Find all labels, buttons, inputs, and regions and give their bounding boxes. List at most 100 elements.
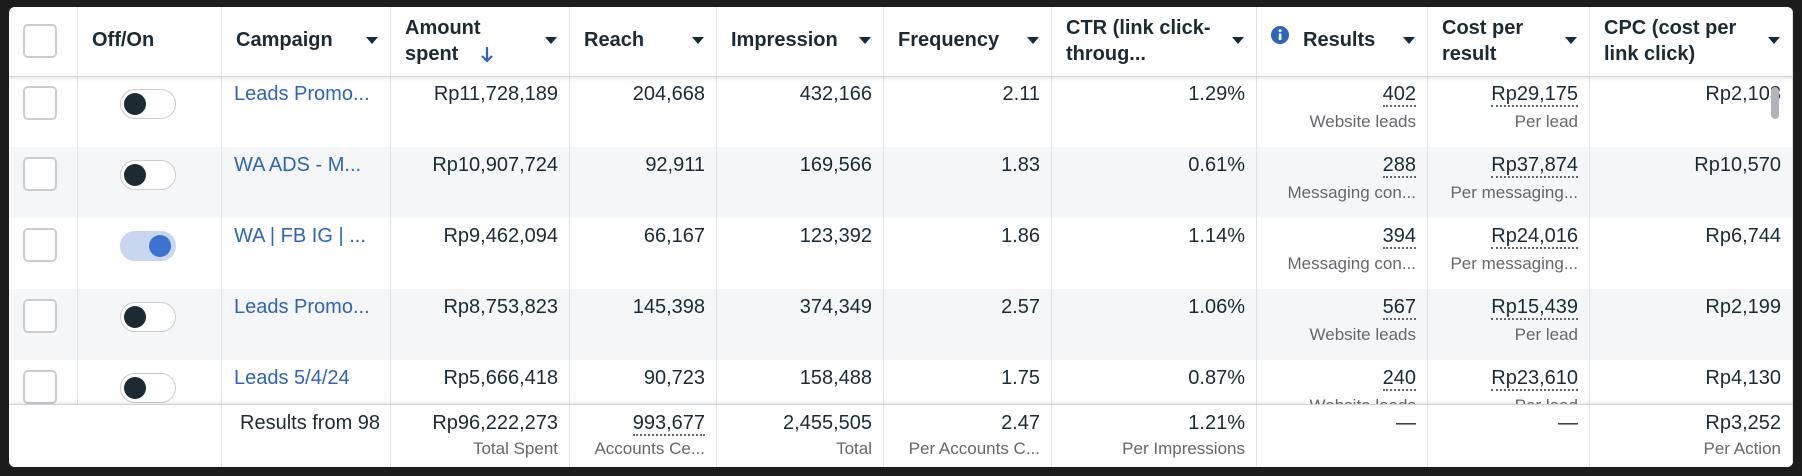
footer-cell: 993,677 Accounts Ce... [570, 405, 717, 467]
info-icon [1271, 26, 1289, 44]
dropdown-caret[interactable] [692, 37, 704, 44]
checkbox-cell [9, 360, 78, 404]
metric-cell: Rp29,175 Per lead [1428, 76, 1590, 147]
metric-cell: 2.11 [884, 76, 1052, 147]
sort-arrow-icon [481, 47, 493, 63]
column-header[interactable]: Reach [570, 7, 717, 76]
metric-value: 145,398 [632, 296, 705, 318]
dropdown-caret[interactable] [1565, 37, 1577, 44]
column-header[interactable]: Campaign [222, 7, 391, 76]
on-off-toggle[interactable] [120, 160, 176, 190]
metric-value: 402 [1382, 83, 1416, 107]
campaign-name: WA ADS - M... [234, 154, 362, 176]
dropdown-caret[interactable] [545, 37, 557, 44]
metric-cell: 2.57 [884, 289, 1052, 360]
table-row: Leads Promo... Rp8,753,823 145,398 374,349 2… [9, 289, 1793, 360]
metric-cell: Rp2,103 [1590, 76, 1793, 147]
row-checkbox[interactable] [23, 299, 57, 333]
metric-value: Rp37,874 [1491, 154, 1578, 178]
metric-cell: 402 Website leads [1257, 76, 1428, 147]
footer-sub: Per Action [1598, 439, 1782, 459]
metric-value: 204,668 [632, 83, 705, 105]
metric-value: 90,723 [643, 367, 705, 389]
metric-value: Rp9,462,094 [443, 225, 558, 247]
checkbox-cell [9, 289, 78, 360]
table-row: WA | FB IG | ... Rp9,462,094 66,167 123,392… [9, 218, 1793, 289]
metric-cell: 1.75 [884, 360, 1052, 404]
metric-value: Rp2,199 [1705, 296, 1781, 318]
dropdown-caret[interactable] [1768, 37, 1780, 44]
column-header[interactable]: Amount spent [391, 7, 570, 76]
header-label: Results [1303, 29, 1376, 51]
campaign-cell[interactable]: Leads Promo... [222, 76, 391, 147]
metric-value: 92,911 [645, 154, 705, 176]
footer-sub: Per Accounts C... [892, 439, 1040, 459]
metric-cell: 66,167 [570, 218, 717, 289]
metric-cell: Rp37,874 Per messaging... [1428, 147, 1590, 218]
on-off-toggle[interactable] [120, 373, 176, 403]
dropdown-caret[interactable] [366, 37, 378, 44]
metric-value: 169,566 [799, 154, 872, 176]
metric-value: Rp8,753,823 [443, 296, 558, 318]
metric-value: Rp11,728,189 [433, 83, 558, 105]
row-checkbox[interactable] [23, 228, 57, 262]
metric-value: Rp29,175 [1491, 83, 1578, 107]
column-header[interactable]: Cost per result [1428, 7, 1590, 76]
metric-sub-label: Per lead [1514, 325, 1578, 344]
metric-cell: 0.61% [1052, 147, 1257, 218]
metric-sub: Website leads [1265, 396, 1416, 404]
footer-sub: Total Spent [399, 439, 558, 459]
toggle-cell [78, 147, 222, 218]
column-header[interactable]: Impression [717, 7, 884, 76]
footer-cell: 1.21% Per Impressions [1052, 405, 1257, 467]
toggle-knob [149, 235, 171, 257]
footer-sub: Per Impressions [1060, 439, 1245, 459]
footer-cell: 2,455,505 Total [717, 405, 884, 467]
dropdown-caret[interactable] [1403, 37, 1415, 44]
metric-cell: Rp9,462,094 [391, 218, 570, 289]
metric-value: 1.14% [1188, 225, 1245, 247]
metric-cell: 1.83 [884, 147, 1052, 218]
dropdown-caret[interactable] [859, 37, 871, 44]
footer-sub: Total [725, 439, 872, 459]
campaign-cell[interactable]: WA | FB IG | ... [222, 218, 391, 289]
metric-cell: Rp11,728,189 [391, 76, 570, 147]
dropdown-caret[interactable] [1232, 37, 1244, 44]
ads-table: Off/On Campaign Amount spent Reach Impressio… [9, 7, 1793, 467]
footer-cell: — [1257, 405, 1428, 467]
campaign-cell[interactable]: Leads 5/4/24 [222, 360, 391, 404]
footer-value: — [1558, 412, 1578, 434]
column-header[interactable]: CPC (cost per link click) [1590, 7, 1793, 76]
metric-sub: Per lead [1436, 396, 1578, 404]
column-header[interactable]: Frequency [884, 7, 1052, 76]
dropdown-caret[interactable] [1027, 37, 1039, 44]
column-header[interactable]: Off/On [78, 7, 222, 76]
column-header[interactable]: CTR (link click-throug... [1052, 7, 1257, 76]
row-checkbox[interactable] [23, 370, 57, 404]
footer-value: — [1396, 412, 1416, 434]
on-off-toggle[interactable] [120, 302, 176, 332]
scrollbar[interactable] [1771, 87, 1779, 119]
on-off-toggle[interactable] [120, 231, 176, 261]
metric-value: Rp15,439 [1491, 296, 1578, 320]
header-label: Impression [731, 29, 838, 51]
column-header[interactable]: Results [1257, 7, 1428, 76]
metric-cell: 432,166 [717, 76, 884, 147]
footer-sub-label: Total [836, 439, 872, 458]
select-all-checkbox[interactable] [23, 24, 57, 58]
metric-sub-label: Website leads [1309, 325, 1416, 344]
header-label: Reach [584, 29, 645, 51]
row-checkbox[interactable] [23, 86, 57, 120]
row-checkbox[interactable] [23, 157, 57, 191]
metric-sub-label: Website leads [1309, 112, 1416, 131]
metric-value: 1.86 [1001, 225, 1040, 247]
metric-value: Rp23,610 [1491, 367, 1578, 391]
footer-sub-label: Per Action [1703, 439, 1782, 458]
metric-cell: Rp2,199 [1590, 289, 1793, 360]
metric-cell: Rp4,130 [1590, 360, 1793, 404]
metric-value: Rp10,907,724 [432, 154, 558, 176]
campaign-cell[interactable]: Leads Promo... [222, 289, 391, 360]
metric-sub: Messaging con... [1265, 183, 1416, 203]
campaign-cell[interactable]: WA ADS - M... [222, 147, 391, 218]
on-off-toggle[interactable] [120, 89, 176, 119]
